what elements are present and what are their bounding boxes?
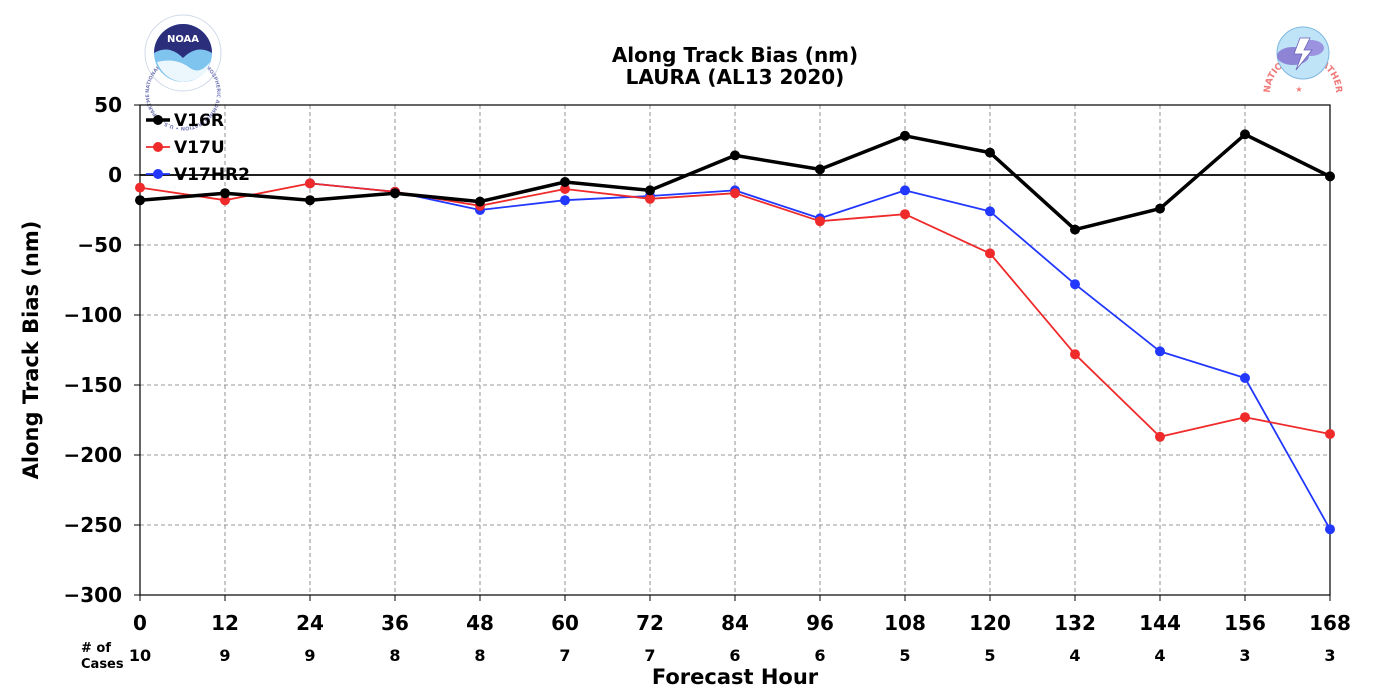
data-point bbox=[1325, 171, 1335, 182]
case-count: 8 bbox=[474, 646, 485, 665]
data-point bbox=[475, 196, 485, 207]
x-tick-label: 96 bbox=[806, 611, 834, 635]
x-tick-label: 132 bbox=[1054, 611, 1096, 635]
x-tick-label: 24 bbox=[296, 611, 324, 635]
y-axis-label: Along Track Bias (nm) bbox=[19, 221, 43, 480]
x-tick-label: 156 bbox=[1224, 611, 1266, 635]
data-point bbox=[305, 195, 315, 206]
data-point bbox=[815, 216, 825, 227]
data-point bbox=[645, 193, 655, 204]
case-count: 7 bbox=[559, 646, 570, 665]
data-point bbox=[985, 147, 995, 158]
data-point bbox=[560, 184, 570, 194]
x-tick-label: 36 bbox=[381, 611, 409, 635]
cases-label-line2: Cases bbox=[81, 657, 124, 672]
x-tick-label: 0 bbox=[133, 611, 147, 635]
data-point bbox=[730, 188, 740, 199]
legend-label: V16R bbox=[174, 111, 224, 131]
data-point bbox=[390, 188, 400, 199]
data-point bbox=[1155, 431, 1165, 442]
x-tick-label: 72 bbox=[636, 611, 664, 635]
data-point bbox=[560, 195, 570, 206]
legend: V16R V17U V17HR2 bbox=[146, 111, 250, 185]
x-tick-label: 168 bbox=[1309, 611, 1351, 635]
y-tick-label: −100 bbox=[63, 303, 122, 327]
data-point bbox=[900, 185, 910, 196]
x-tick-label: 84 bbox=[721, 611, 749, 635]
data-point bbox=[1325, 429, 1335, 439]
x-tick-label: 144 bbox=[1139, 611, 1181, 635]
chart-title: Along Track Bias (nm) bbox=[612, 43, 858, 67]
legend-entry-v16r: V16R bbox=[146, 111, 224, 131]
case-count: 10 bbox=[129, 646, 151, 665]
chart-subtitle: LAURA (AL13 2020) bbox=[626, 65, 845, 89]
data-point bbox=[560, 177, 570, 187]
legend-entry-v17hr2: V17HR2 bbox=[146, 165, 250, 185]
y-tick-label: −200 bbox=[63, 443, 122, 467]
data-point bbox=[1070, 279, 1080, 290]
case-count: 9 bbox=[304, 646, 315, 665]
svg-text:★: ★ bbox=[1295, 85, 1302, 94]
series-v16r bbox=[135, 129, 1335, 235]
case-count: 6 bbox=[729, 646, 740, 665]
data-point bbox=[1240, 412, 1250, 423]
x-tick-label: 48 bbox=[466, 611, 494, 635]
y-tick-label: 50 bbox=[94, 93, 122, 117]
plot-area: 500−50−100−150−200−250−300 0 12 24 36 48 60 72… bbox=[63, 93, 1350, 665]
case-count: 5 bbox=[984, 646, 995, 665]
data-point bbox=[305, 178, 315, 189]
case-count: 4 bbox=[1154, 646, 1165, 665]
data-point bbox=[1070, 224, 1080, 235]
legend-entry-v17u: V17U bbox=[146, 138, 225, 158]
data-point bbox=[1240, 129, 1250, 140]
legend-marker bbox=[153, 169, 163, 179]
y-tick-label: 0 bbox=[108, 163, 122, 187]
data-point bbox=[730, 150, 740, 161]
data-point bbox=[815, 164, 825, 175]
y-tick-label: −250 bbox=[63, 513, 122, 537]
y-tick-label: −150 bbox=[63, 373, 122, 397]
grid bbox=[140, 105, 1330, 595]
data-point bbox=[1070, 349, 1080, 360]
case-count: 9 bbox=[219, 646, 230, 665]
x-tick-label: 120 bbox=[969, 611, 1011, 635]
legend-label: V17U bbox=[174, 138, 225, 158]
data-point bbox=[1240, 373, 1250, 383]
x-tick-labels: 0 12 24 36 48 60 72 84 96 108 120 132 144 156 168 bbox=[133, 595, 1351, 635]
data-point bbox=[1155, 203, 1165, 214]
data-point bbox=[135, 195, 145, 206]
case-count: 7 bbox=[644, 646, 655, 665]
data-point bbox=[1155, 346, 1165, 357]
x-tick-label: 12 bbox=[211, 611, 239, 635]
noaa-logo-text: NOAA bbox=[167, 34, 199, 45]
legend-marker bbox=[153, 115, 163, 125]
y-tick-label: −50 bbox=[77, 233, 122, 257]
x-tick-label: 60 bbox=[551, 611, 579, 635]
cases-label-line1: # of bbox=[81, 641, 111, 656]
legend-label: V17HR2 bbox=[174, 165, 250, 185]
data-point bbox=[1325, 524, 1335, 535]
legend-marker bbox=[153, 142, 163, 152]
case-count: 3 bbox=[1324, 646, 1335, 665]
case-count: 4 bbox=[1069, 646, 1080, 665]
x-axis-label: Forecast Hour bbox=[652, 665, 819, 689]
data-point bbox=[900, 209, 910, 220]
case-count: 6 bbox=[814, 646, 825, 665]
data-point bbox=[985, 248, 995, 259]
data-point bbox=[135, 182, 145, 193]
case-count: 5 bbox=[899, 646, 910, 665]
y-tick-labels: 50 0 −50 −100 −150 −200 −250 −300 bbox=[63, 93, 140, 607]
data-point bbox=[985, 206, 995, 217]
data-point bbox=[220, 195, 230, 206]
x-tick-label: 108 bbox=[884, 611, 926, 635]
case-count: 8 bbox=[389, 646, 400, 665]
data-point bbox=[900, 130, 910, 141]
series-group bbox=[135, 129, 1335, 535]
data-point bbox=[645, 185, 655, 196]
data-point bbox=[220, 188, 230, 199]
case-count: 3 bbox=[1239, 646, 1250, 665]
case-counts: 10 9 9 8 8 7 7 6 6 5 5 4 4 3 3 bbox=[129, 646, 1336, 665]
y-tick-label: −300 bbox=[63, 583, 122, 607]
